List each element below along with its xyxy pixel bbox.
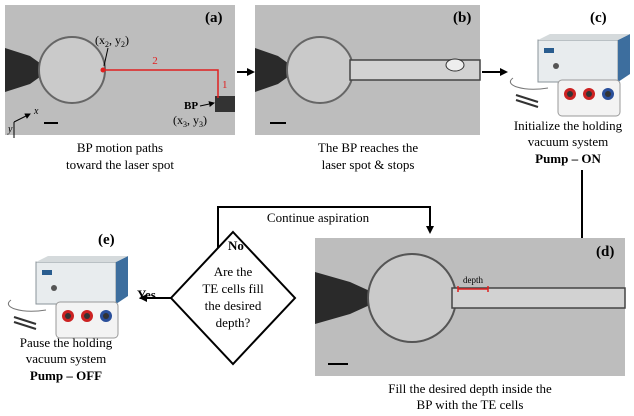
caption: The BP reaches the [318,140,418,155]
no-label: No [228,238,244,253]
caption: toward the laser spot [66,157,174,172]
vacuum-device [510,34,630,116]
caption: vacuum system [26,351,107,366]
caption: Pause the holding [20,335,113,350]
caption: Initialize the holding [514,118,623,133]
panel-d: depth (d) Fill the desired depth inside … [315,238,625,412]
path-label: 1 [222,79,228,91]
decision-text: TE cells fill [202,281,264,296]
axis-label: x [33,106,39,117]
decision-text: the desired [205,298,262,313]
vacuum-device [8,256,128,338]
pump-status: Pump – ON [535,151,601,166]
panel-label: (c) [590,10,607,26]
panel-label: (a) [205,10,223,26]
axis-label: y [7,124,13,135]
laser-spot [101,68,106,73]
caption: Fill the desired depth inside the [388,381,552,396]
depth-label: depth [463,275,483,285]
panel-label: (e) [98,232,115,248]
panel-b: (b) The BP reaches the laser spot & stop… [255,5,480,172]
decision-text: depth? [216,315,251,330]
panel-label: (d) [596,244,614,260]
biopsy-pipette [452,288,625,308]
yes-label: Yes [137,287,156,302]
bp-label: BP [184,100,198,112]
biopsy-pipette [215,96,235,112]
bubble [446,59,464,71]
caption: BP with the TE cells [417,397,524,412]
panel-e: (e) Pause the holding vacuum system Pump… [8,232,128,383]
page: 2 1 (x2, y2) BP (x3, y3) x y (a) BP moti… [0,0,634,416]
path-label: 2 [152,55,158,67]
caption: laser spot & stops [322,157,415,172]
blastocyst [368,254,456,342]
caption: BP motion paths [77,140,163,155]
decision-text: Are the [214,264,253,279]
caption: vacuum system [528,134,609,149]
panel-label: (b) [453,10,471,26]
pump-status: Pump – OFF [30,368,102,383]
diagram: 2 1 (x2, y2) BP (x3, y3) x y (a) BP moti… [0,0,634,416]
panel-a: 2 1 (x2, y2) BP (x3, y3) x y (a) BP moti… [5,5,235,172]
panel-c: (c) Initialize the holding vacuum system… [510,10,630,166]
loop-label: Continue aspiration [267,210,370,225]
blastocyst [287,37,353,103]
